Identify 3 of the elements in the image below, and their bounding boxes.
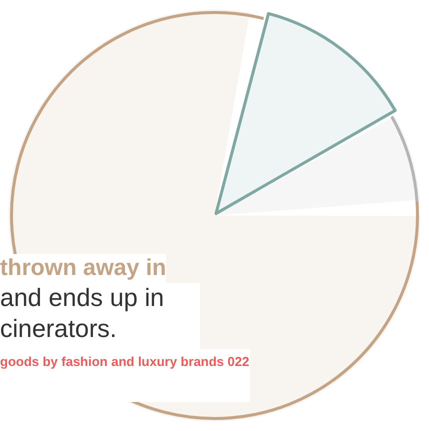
text: thrown away in: [0, 254, 166, 280]
text: goods by fashion and luxury brands 022: [0, 349, 250, 402]
text: and ends up in cinerators.: [0, 283, 200, 353]
